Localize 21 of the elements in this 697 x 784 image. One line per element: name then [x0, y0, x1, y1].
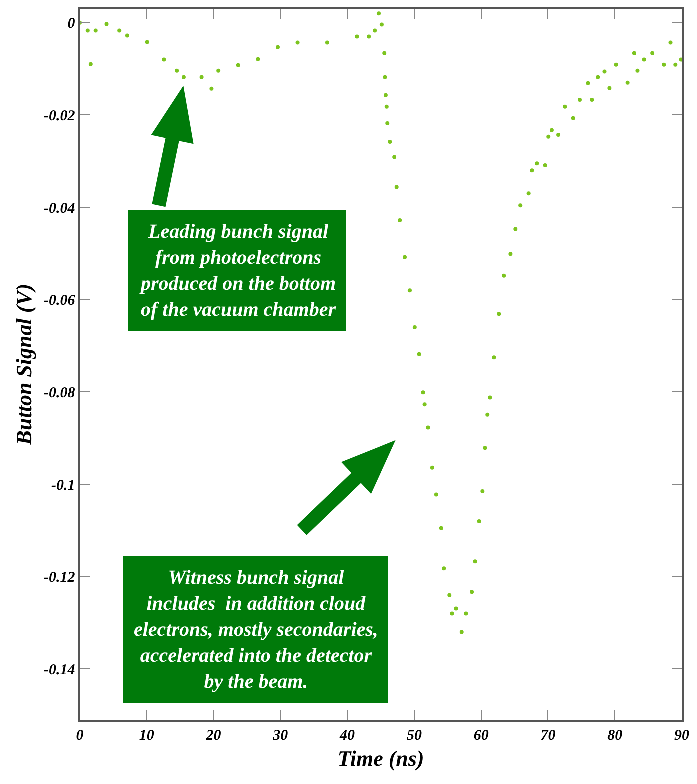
- y-tick-label: -0.08: [44, 385, 76, 402]
- x-tick-label: 30: [272, 728, 289, 744]
- y-tick-label: -0.04: [44, 200, 76, 217]
- y-tick-label: -0.12: [44, 570, 76, 586]
- x-axis-title: Time (ns): [338, 746, 424, 772]
- x-tick-label: 90: [674, 728, 690, 744]
- x-tick-label: 40: [339, 728, 356, 744]
- annotation: Leading bunch signal from photoelectrons produced on the bottom of the vacuum chamber: [139, 221, 336, 321]
- y-tick-label: 0: [68, 16, 76, 32]
- x-tick-label: 20: [205, 728, 222, 744]
- x-tick-label: 70: [540, 728, 556, 744]
- y-tick-label: -0.02: [44, 108, 76, 124]
- y-tick-label: -0.14: [44, 662, 76, 678]
- x-tick-label: 10: [139, 728, 155, 744]
- x-tick-label: 80: [608, 728, 624, 744]
- x-tick-label: 50: [406, 728, 422, 744]
- annotation: Witness bunch signal includes in addition cloud electrons, mostly secondaries, accelerated into the detector by the beam.: [134, 567, 378, 693]
- x-tick-label: 60: [474, 728, 490, 744]
- y-tick-label: -0.1: [52, 478, 76, 494]
- y-axis-title: Button Signal (V): [11, 284, 36, 446]
- y-tick-label: -0.06: [44, 293, 76, 310]
